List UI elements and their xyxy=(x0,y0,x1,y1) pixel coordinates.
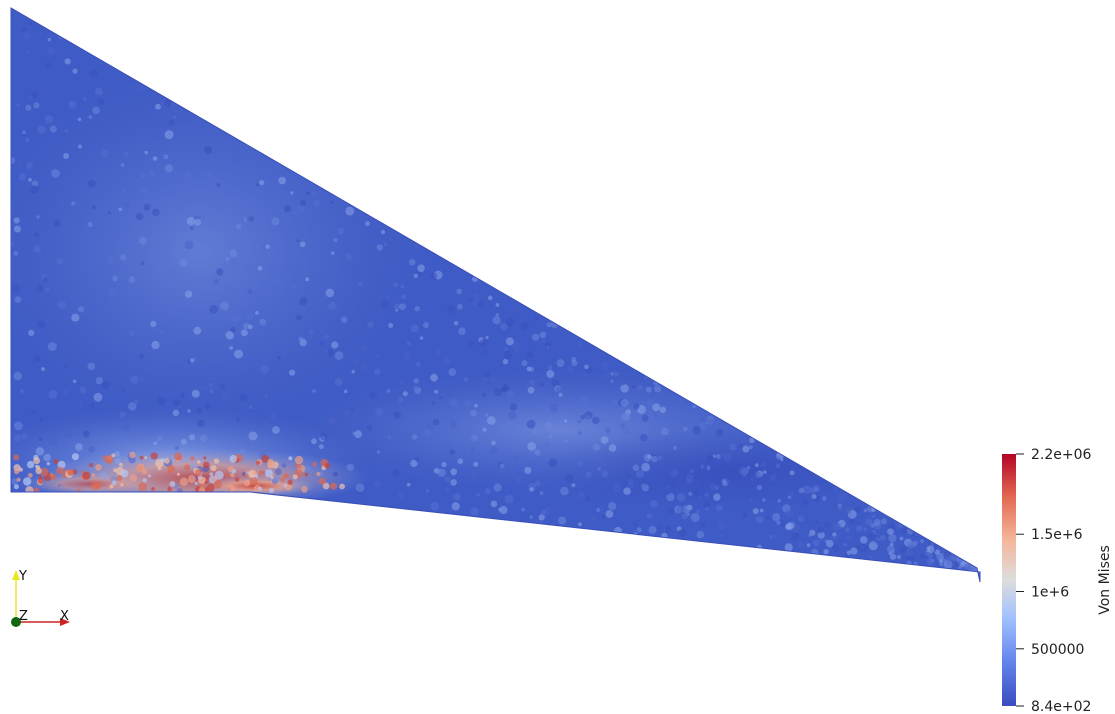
scalar-bar[interactable]: 2.2e+06 1.5e+6 1e+6 500000 8.4e+02 Von Mises xyxy=(1002,447,1113,714)
scalar-bar-tick-label: 2.2e+06 xyxy=(1031,447,1092,463)
scalar-bar-tick-label: 500000 xyxy=(1031,642,1084,658)
stress-mesh xyxy=(11,8,980,582)
scalar-bar-tick-label: 1.5e+6 xyxy=(1031,527,1083,543)
z-axis-dot-icon xyxy=(11,617,21,627)
scalar-bar-gradient xyxy=(1002,454,1016,706)
mesh-outline xyxy=(10,7,981,583)
scalar-bar-tick-label: 1e+6 xyxy=(1031,585,1069,601)
z-axis-label: Z xyxy=(19,609,28,624)
x-axis-arrow-icon xyxy=(60,618,70,626)
y-axis-arrow-icon xyxy=(12,570,20,580)
orientation-axes: Y Z X xyxy=(11,569,70,627)
x-axis-label: X xyxy=(60,609,69,624)
y-axis-label: Y xyxy=(18,569,27,584)
scalar-bar-tick-label: 8.4e+02 xyxy=(1031,699,1091,714)
scalar-bar-title: Von Mises xyxy=(1097,545,1113,615)
